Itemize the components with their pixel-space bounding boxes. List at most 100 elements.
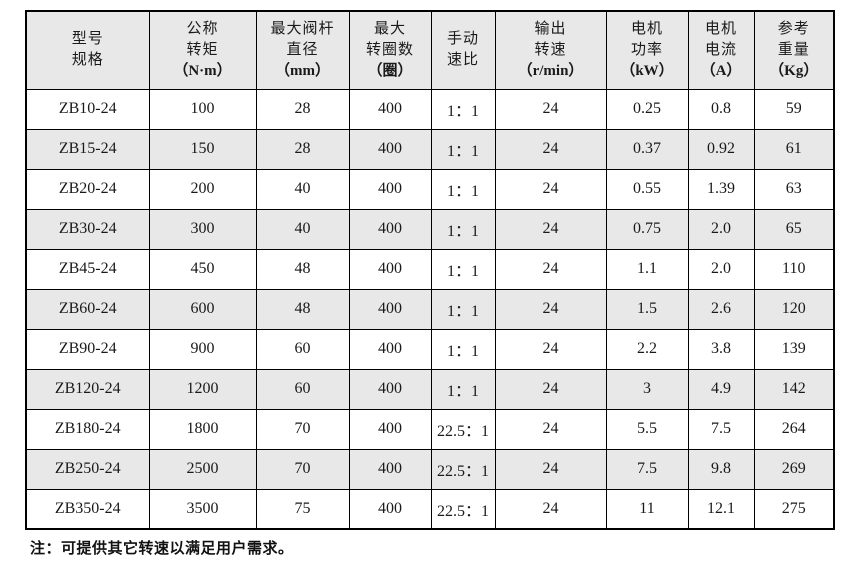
value-cell: 22.5：1	[430, 408, 496, 450]
value-cell: 400	[348, 488, 432, 530]
header-line2: 转速	[534, 41, 567, 58]
model-cell: ZB15-24	[25, 128, 150, 170]
header-line2: 功率	[630, 41, 663, 58]
model-cell: ZB120-24	[25, 368, 150, 410]
model-cell: ZB30-24	[25, 208, 150, 250]
value-cell: 48	[255, 288, 350, 330]
header-row: 型号 规格 公称 转矩 （N·m） 最大阀杆 直径 （mm） 最大 转圈数 （圈） 手动 速比 输出 转速 （…	[25, 10, 835, 90]
value-cell: 3500	[148, 488, 257, 530]
value-cell: 400	[348, 328, 432, 370]
value-cell: 400	[348, 88, 432, 130]
header-line1: 输出	[534, 20, 567, 37]
value-cell: 24	[494, 128, 607, 170]
value-cell: 28	[255, 88, 350, 130]
value-cell: 7.5	[687, 408, 755, 450]
value-cell: 1：1	[430, 168, 496, 210]
value-cell: 1.1	[605, 248, 689, 290]
value-cell: 59	[753, 88, 835, 130]
value-cell: 450	[148, 248, 257, 290]
value-cell: 1：1	[430, 248, 496, 290]
value-cell: 1800	[148, 408, 257, 450]
table-row: ZB20-24 200 40 400 1：1 24 0.55 1.39 63	[25, 168, 835, 210]
value-cell: 40	[255, 208, 350, 250]
header-line1: 型号	[71, 31, 104, 48]
column-header-7: 电机 电流 （A）	[687, 10, 755, 90]
table-row: ZB30-24 300 40 400 1：1 24 0.75 2.0 65	[25, 208, 835, 250]
value-cell: 400	[348, 288, 432, 330]
value-cell: 142	[753, 368, 835, 410]
value-cell: 600	[148, 288, 257, 330]
table-row: ZB180-24 1800 70 400 22.5：1 24 5.5 7.5 264	[25, 408, 835, 450]
table-row: ZB250-24 2500 70 400 22.5：1 24 7.5 9.8 269	[25, 448, 835, 490]
model-cell: ZB60-24	[25, 288, 150, 330]
value-cell: 24	[494, 488, 607, 530]
header-line2: 电流	[704, 41, 737, 58]
header-unit: （mm）	[275, 62, 330, 79]
model-cell: ZB250-24	[25, 448, 150, 490]
value-cell: 100	[148, 88, 257, 130]
value-cell: 3	[605, 368, 689, 410]
value-cell: 2.2	[605, 328, 689, 370]
value-cell: 2.6	[687, 288, 755, 330]
value-cell: 1.5	[605, 288, 689, 330]
value-cell: 75	[255, 488, 350, 530]
value-cell: 400	[348, 208, 432, 250]
header-line1: 电机	[630, 20, 663, 37]
header-line1: 最大阀杆	[270, 20, 335, 37]
value-cell: 400	[348, 448, 432, 490]
column-header-5: 输出转速 （r/min）	[494, 10, 607, 90]
header-unit: （Kg）	[769, 62, 819, 79]
value-cell: 400	[348, 368, 432, 410]
value-cell: 269	[753, 448, 835, 490]
header-unit: （r/min）	[517, 62, 584, 79]
value-cell: 28	[255, 128, 350, 170]
header-line1: 电机	[704, 20, 737, 37]
header-line2: 重量	[777, 41, 810, 58]
value-cell: 200	[148, 168, 257, 210]
value-cell: 22.5：1	[430, 448, 496, 490]
value-cell: 22.5：1	[430, 488, 496, 530]
table-row: ZB10-24 100 28 400 1：1 24 0.25 0.8 59	[25, 88, 835, 130]
value-cell: 24	[494, 88, 607, 130]
value-cell: 24	[494, 168, 607, 210]
value-cell: 61	[753, 128, 835, 170]
header-unit: （圈）	[367, 62, 413, 79]
header-line1: 参考	[777, 20, 810, 37]
value-cell: 400	[348, 408, 432, 450]
header-line2: 转圈数	[365, 41, 414, 58]
header-line1: 公称	[186, 20, 219, 37]
value-cell: 0.37	[605, 128, 689, 170]
header-line1: 手动	[446, 31, 479, 48]
table-body: ZB10-24 100 28 400 1：1 24 0.25 0.8 59 ZB15-24 150 2…	[25, 88, 835, 530]
value-cell: 400	[348, 128, 432, 170]
table-row: ZB90-24 900 60 400 1：1 24 2.2 3.8 139	[25, 328, 835, 370]
value-cell: 65	[753, 208, 835, 250]
value-cell: 0.75	[605, 208, 689, 250]
value-cell: 0.92	[687, 128, 755, 170]
header-unit: （kW）	[620, 62, 674, 79]
header-line2: 规格	[71, 52, 104, 69]
value-cell: 12.1	[687, 488, 755, 530]
value-cell: 300	[148, 208, 257, 250]
column-header-4: 手动 速比	[430, 10, 496, 90]
model-cell: ZB180-24	[25, 408, 150, 450]
value-cell: 60	[255, 328, 350, 370]
value-cell: 2500	[148, 448, 257, 490]
value-cell: 400	[348, 248, 432, 290]
table-row: ZB60-24 600 48 400 1：1 24 1.5 2.6 120	[25, 288, 835, 330]
table-row: ZB350-24 3500 75 400 22.5：1 24 11 12.1 275	[25, 488, 835, 530]
value-cell: 24	[494, 288, 607, 330]
value-cell: 4.9	[687, 368, 755, 410]
column-header-3: 最大 转圈数 （圈）	[348, 10, 432, 90]
header-line2: 直径	[286, 41, 319, 58]
header-line2: 速比	[446, 52, 479, 69]
table-header: 型号 规格 公称 转矩 （N·m） 最大阀杆 直径 （mm） 最大 转圈数 （圈） 手动 速比 输出 转速 （…	[25, 10, 835, 90]
value-cell: 0.55	[605, 168, 689, 210]
value-cell: 275	[753, 488, 835, 530]
value-cell: 7.5	[605, 448, 689, 490]
model-cell: ZB90-24	[25, 328, 150, 370]
value-cell: 900	[148, 328, 257, 370]
value-cell: 9.8	[687, 448, 755, 490]
value-cell: 24	[494, 408, 607, 450]
